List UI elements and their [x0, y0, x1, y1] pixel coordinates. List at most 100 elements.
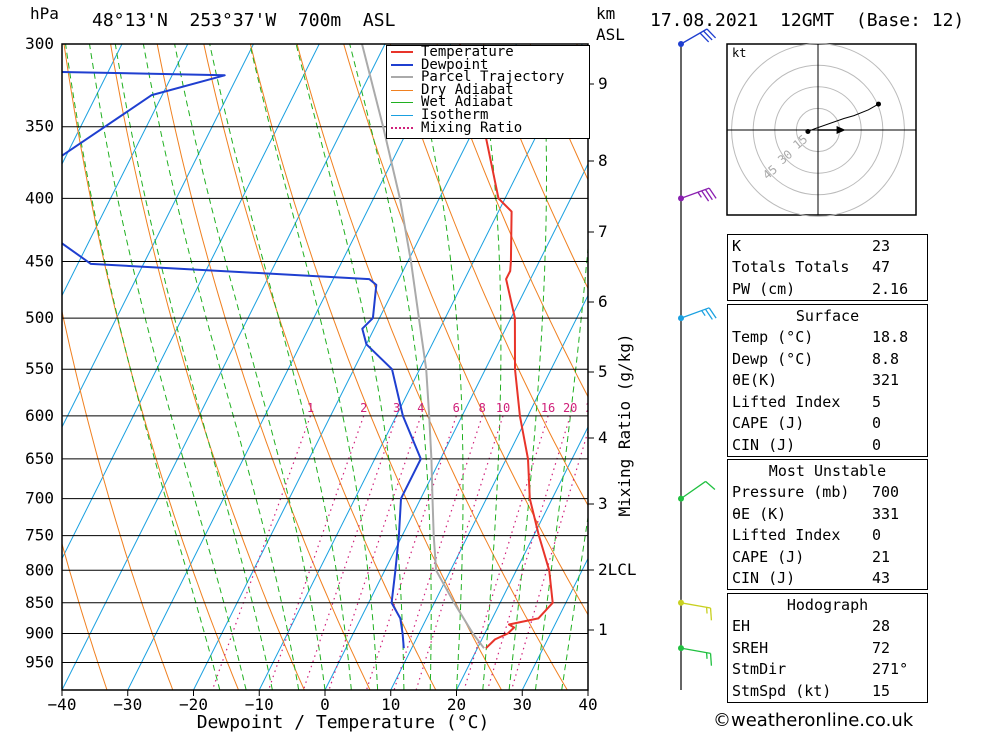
mu-label: Lifted Index: [732, 526, 841, 545]
isotherm-line: [62, 44, 254, 429]
surface-label: CAPE (J): [732, 414, 805, 433]
hodo-label: EH: [732, 617, 751, 636]
k-value: 23: [872, 236, 891, 255]
mixing-ratio-line: [393, 415, 483, 690]
wind-barb: [678, 307, 717, 322]
wet-adiabat-line: [534, 243, 588, 690]
axes: −40 −30 −20 −10 0 10 20 30 40 Dewpoint / Temperat…: [48, 690, 598, 733]
temperature-series: [459, 44, 554, 649]
storm-motion-arrowhead: [836, 126, 846, 134]
tt-value: 47: [872, 258, 891, 277]
wind-barb-flag: [708, 307, 717, 319]
mixing-ratio-line: [211, 415, 312, 690]
isotherm-line: [62, 44, 386, 690]
legend-item-isotherm: Isotherm: [387, 108, 589, 122]
parcel-trajectory-series: [361, 44, 485, 649]
dry-adiabat-line: [62, 541, 108, 690]
tt-label: Totals Totals: [732, 258, 850, 277]
isotherm-line: [127, 44, 452, 690]
x-tick-label: −30: [113, 695, 142, 714]
x-tick-label: −10: [245, 695, 274, 714]
mixing-ratio-label: 6: [453, 401, 460, 415]
wind-barb-flag: [701, 310, 706, 317]
isotherm-line: [456, 425, 588, 690]
km-tick-label: 6: [598, 292, 608, 311]
hodo-label: StmDir: [732, 660, 787, 679]
k-label: K: [732, 236, 742, 255]
wind-barb-flag: [706, 28, 717, 39]
hodo-value: 271°: [872, 660, 909, 679]
dry-adiabat-line: [203, 44, 437, 690]
surface-title: Surface: [795, 306, 860, 325]
isotherm-line: [390, 294, 588, 690]
wind-barb-flag: [704, 308, 713, 320]
wet-adiabat-line: [209, 44, 352, 690]
credit-link[interactable]: ©weatheronline.co.uk: [713, 710, 914, 731]
legend-item-dewpoint: Dewpoint: [387, 58, 589, 71]
km-tick-label: 9: [598, 74, 608, 93]
isotherm-line: [521, 557, 588, 690]
mixing-ratio-line: [463, 415, 549, 690]
wet-adiabat-line: [249, 44, 379, 690]
wind-barb-shaft: [680, 480, 706, 500]
mixing-ratio-label: 25: [585, 401, 599, 415]
hodograph-end-dot: [875, 101, 881, 107]
km-tick-label: 7: [598, 222, 608, 241]
dry-adiabat-line: [483, 44, 588, 290]
surface-value: 5: [872, 392, 882, 411]
legend-item-temperature: Temperature: [387, 45, 589, 59]
km-axis: 1 2LCL 3 4 5 6 7 8 9 Mixing Ratio (g/kg): [588, 74, 637, 639]
dewpoint-series: [62, 70, 422, 649]
mu-value: 21: [872, 547, 891, 566]
wind-barb-shaft: [680, 602, 711, 609]
dry-adiabat-line: [950, 44, 1000, 690]
wind-profile: [678, 28, 717, 690]
hodo-label: SREH: [732, 638, 769, 657]
x-tick-label: 20: [447, 695, 466, 714]
wet-adiabat-line: [476, 44, 502, 690]
mixing-ratio-line: [510, 429, 588, 690]
legend-swatch: [391, 114, 413, 116]
legend-swatch: [391, 76, 413, 79]
mixing-ratio-line: [268, 415, 365, 690]
legend-swatch: [391, 126, 413, 129]
x-tick-label: −40: [48, 695, 77, 714]
wet-adiabat-line: [89, 44, 247, 690]
wind-barb-shaft: [680, 187, 710, 199]
wind-barb-flag: [704, 189, 713, 201]
x-tick-label: 0: [320, 695, 330, 714]
wet-adiabat-line: [295, 44, 405, 690]
legend-swatch: [391, 89, 413, 91]
surface-label: CIN (J): [732, 435, 796, 454]
legend-item-dry-adiabat: Dry Adiabat: [387, 83, 589, 97]
surface-value: 18.8: [872, 328, 909, 347]
wind-barb-flag: [697, 191, 702, 198]
pressure-tick-label: 400: [25, 188, 54, 207]
dry-adiabat-line: [996, 44, 1000, 690]
pressure-tick-label: 300: [25, 34, 54, 53]
hodograph-title: Hodograph: [786, 595, 869, 614]
pressure-tick-label: 350: [25, 117, 54, 136]
isobars: 300 350 400 450 500 550 600 650 700 750 800 850 900 9…: [25, 34, 588, 671]
hodo-value: 72: [872, 638, 891, 657]
mixing-ratio-label: 8: [479, 401, 486, 415]
pressure-tick-label: 850: [25, 593, 54, 612]
pressure-tick-label: 900: [25, 623, 54, 642]
wind-barb-shaft: [680, 307, 710, 319]
pressure-tick-label: 550: [25, 359, 54, 378]
km-tick-label: 8: [598, 151, 608, 170]
pressure-tick-label: 750: [25, 526, 54, 545]
mixing-ratio-axis-title: Mixing Ratio (g/kg): [615, 333, 634, 516]
wet-adiabat-line: [410, 44, 464, 690]
km-tick-label: 5: [598, 362, 608, 381]
mu-label: CIN (J): [732, 569, 796, 588]
wind-barb-flag: [701, 190, 710, 202]
pw-label: PW (cm): [732, 279, 796, 298]
most-unstable-panel: Most Unstable Pressure (mb) 700 θE (K) 331…: [727, 459, 928, 590]
indices-panel: K 23 Totals Totals 47 PW (cm) 2.16: [727, 234, 928, 301]
dry-adiabat-line: [249, 44, 502, 690]
wind-barb-flag: [703, 30, 713, 41]
mixing-ratio-label: 2: [360, 401, 367, 415]
